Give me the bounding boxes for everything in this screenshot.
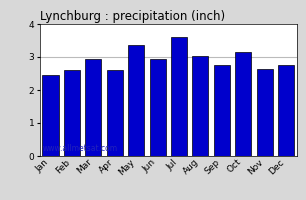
Bar <box>257 69 273 156</box>
Bar <box>278 65 294 156</box>
Bar <box>85 59 101 156</box>
Bar <box>192 56 208 156</box>
Bar <box>107 70 123 156</box>
Bar <box>43 75 58 156</box>
Bar <box>128 45 144 156</box>
Bar <box>64 70 80 156</box>
Text: www.allmetsat.com: www.allmetsat.com <box>42 144 118 153</box>
Bar <box>171 37 187 156</box>
Text: Lynchburg : precipitation (inch): Lynchburg : precipitation (inch) <box>40 10 225 23</box>
Bar <box>235 52 251 156</box>
Bar <box>214 65 230 156</box>
Bar <box>150 59 166 156</box>
